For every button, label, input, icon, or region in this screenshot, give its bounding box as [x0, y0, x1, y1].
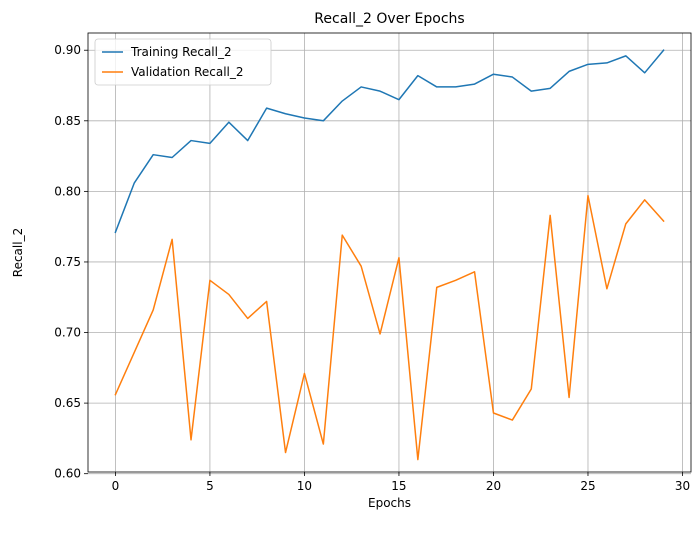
x-tick-label: 0: [112, 479, 120, 493]
y-tick-label: 0.85: [54, 114, 81, 128]
y-tick-label: 0.60: [54, 467, 81, 481]
y-tick-label: 0.90: [54, 43, 81, 57]
x-tick-label: 10: [297, 479, 312, 493]
x-tick-label: 20: [486, 479, 501, 493]
series-line-1: [114, 194, 665, 461]
chart-title: Recall_2 Over Epochs: [314, 11, 464, 27]
series-line-0: [114, 49, 665, 234]
axis-ticks: 0 5 10 15 20 25 30 0.60 0.65 0.70 0.75 0.80 0.85 0.90: [54, 43, 690, 493]
x-tick-label: 25: [580, 479, 595, 493]
x-tick-label: 30: [675, 479, 690, 493]
series-lines: [114, 49, 665, 461]
grid-lines: [88, 33, 691, 475]
legend: Training Recall_2 Validation Recall_2: [94, 38, 272, 86]
y-axis-label: Recall_2: [11, 228, 25, 277]
y-tick-label: 0.70: [54, 326, 81, 340]
legend-label-1: Validation Recall_2: [131, 65, 244, 79]
y-tick-label: 0.75: [54, 255, 81, 269]
x-axis-label: Epochs: [368, 496, 411, 510]
x-tick-label: 5: [206, 479, 214, 493]
y-tick-label: 0.65: [54, 396, 81, 410]
x-tick-label: 15: [391, 479, 406, 493]
y-tick-label: 0.80: [54, 184, 81, 198]
legend-box: [94, 38, 272, 86]
plot-area-frame: [87, 32, 692, 473]
legend-label-0: Training Recall_2: [130, 45, 232, 59]
